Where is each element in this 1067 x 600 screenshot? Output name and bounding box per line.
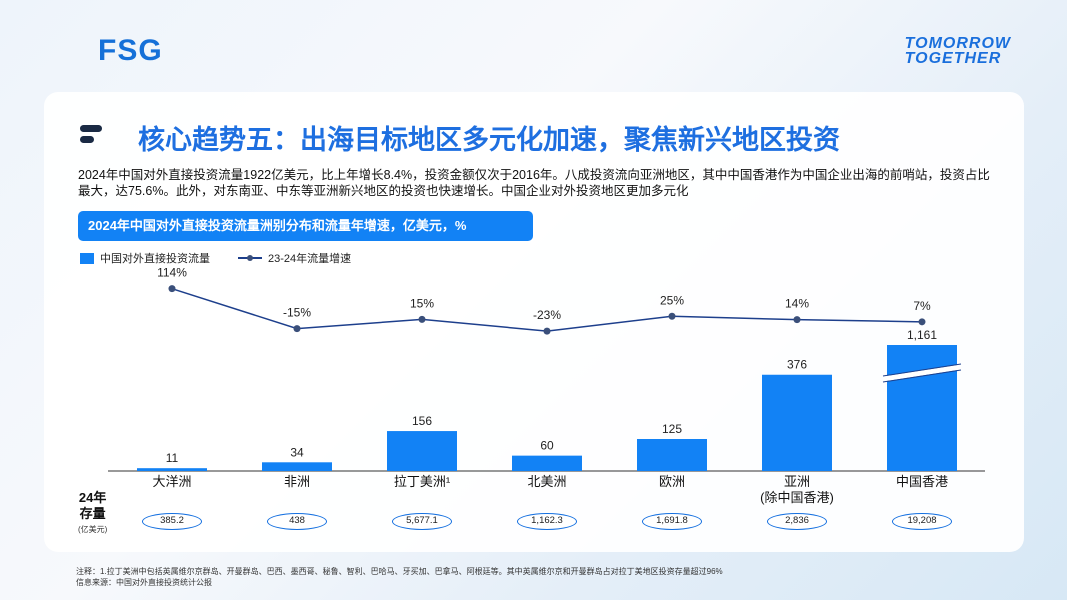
growth-point bbox=[168, 285, 176, 293]
stock-label-line2: 存量 bbox=[79, 506, 106, 521]
content-card bbox=[44, 92, 1024, 552]
footnote: 注释：1.拉丁美洲中包括英属维尔京群岛、开曼群岛、巴西、墨西哥、秘鲁、智利、巴哈… bbox=[76, 567, 723, 576]
growth-label: -15% bbox=[283, 306, 311, 320]
legend-bar-label: 中国对外直接投资流量 bbox=[100, 253, 210, 265]
growth-point bbox=[918, 318, 926, 326]
axis-break-lines bbox=[882, 363, 962, 383]
growth-label: 25% bbox=[660, 293, 684, 307]
chart-title: 2024年中国对外直接投资流量洲别分布和流量年增速，亿美元，% bbox=[78, 211, 533, 241]
legend-line-label: 23-24年流量增速 bbox=[268, 253, 352, 265]
growth-point bbox=[668, 312, 676, 320]
bar bbox=[387, 431, 457, 471]
stock-value: 19,208 bbox=[892, 513, 952, 530]
stock-unit: (亿美元) bbox=[78, 525, 108, 534]
growth-label: 114% bbox=[157, 266, 187, 280]
bar-value-label: 34 bbox=[290, 445, 304, 459]
stock-value: 1,162.3 bbox=[517, 513, 577, 530]
growth-label: 14% bbox=[785, 297, 809, 311]
bar bbox=[137, 468, 207, 471]
source: 信息来源：中国对外直接投资统计公报 bbox=[76, 578, 212, 587]
axis-break bbox=[882, 364, 962, 382]
category-label: 中国香港 bbox=[896, 474, 948, 489]
growth-label: 7% bbox=[913, 299, 931, 313]
category-label: 拉丁美洲¹ bbox=[394, 474, 451, 489]
growth-point bbox=[418, 315, 426, 323]
bar-value-label: 156 bbox=[412, 414, 432, 428]
category-label: (除中国香港) bbox=[760, 490, 834, 505]
bar bbox=[262, 462, 332, 471]
tagline-line1: TOMORROW bbox=[904, 35, 1011, 52]
stock-label: 24年 存量 (亿美元) bbox=[78, 490, 107, 538]
category-label: 北美洲 bbox=[527, 474, 566, 489]
stock-value: 385.2 bbox=[142, 513, 202, 530]
growth-point bbox=[543, 327, 551, 335]
bar bbox=[637, 439, 707, 471]
stock-value: 2,836 bbox=[767, 513, 827, 530]
page-title: 核心趋势五：出海目标地区多元化加速，聚焦新兴地区投资 bbox=[138, 125, 840, 155]
legend-line-swatch bbox=[238, 255, 262, 261]
growth-label: 15% bbox=[410, 296, 434, 310]
stock-value: 5,677.1 bbox=[392, 513, 452, 530]
fsg-logo: FSG bbox=[98, 34, 163, 67]
bar-value-label: 60 bbox=[540, 439, 554, 453]
tagline-line2: TOGETHER bbox=[904, 50, 1002, 67]
growth-point bbox=[293, 325, 301, 333]
category-label: 非洲 bbox=[284, 474, 310, 489]
bar-value-label: 125 bbox=[662, 422, 682, 436]
legend-bar-swatch bbox=[80, 252, 94, 264]
bar bbox=[762, 374, 832, 471]
notes: 注释：1.拉丁美洲中包括英属维尔京群岛、开曼群岛、巴西、墨西哥、秘鲁、智利、巴哈… bbox=[76, 566, 723, 588]
growth-point bbox=[793, 316, 801, 324]
bar-value-label: 376 bbox=[787, 358, 807, 372]
category-label: 大洋洲 bbox=[152, 474, 191, 489]
stock-value: 1,691.8 bbox=[642, 513, 702, 530]
description: 2024年中国对外直接投资流量1922亿美元，比上年增长8.4%，投资金额仅次于… bbox=[78, 168, 990, 198]
title-bullet-icon bbox=[80, 125, 104, 147]
stock-label-line1: 24年 bbox=[78, 490, 107, 505]
bar bbox=[887, 345, 957, 471]
category-label: 欧洲 bbox=[659, 474, 685, 489]
tagline-logo: TOMORROW TOGETHER bbox=[904, 35, 1011, 67]
stock-value: 438 bbox=[267, 513, 327, 530]
bar-value-label: 1,161 bbox=[907, 328, 937, 342]
bar bbox=[512, 455, 582, 471]
bar-value-label: 11 bbox=[166, 451, 179, 465]
category-label: 亚洲 bbox=[784, 474, 810, 489]
legend: 中国对外直接投资流量 23-24年流量增速 bbox=[80, 250, 351, 266]
growth-label: -23% bbox=[533, 308, 561, 322]
